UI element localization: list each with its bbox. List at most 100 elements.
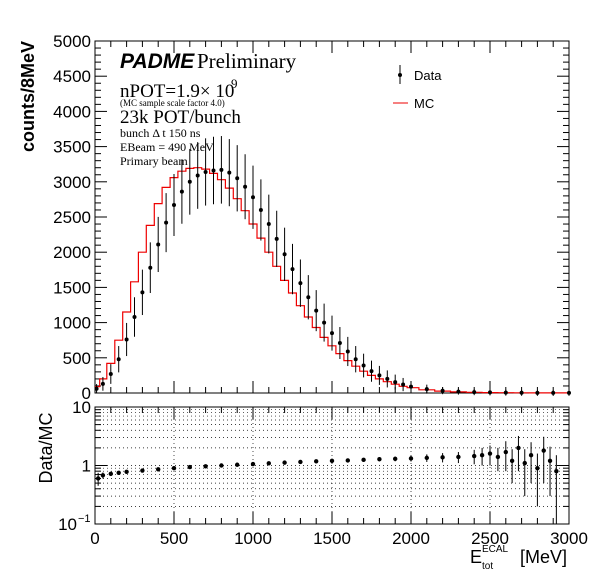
- ratio-point: [516, 445, 521, 451]
- data-point: [132, 314, 137, 319]
- ratio-point: [329, 458, 335, 464]
- legend-data-marker: [398, 73, 402, 77]
- data-point: [306, 295, 311, 300]
- data-point: [164, 220, 169, 225]
- data-point: [322, 320, 327, 325]
- ratio-point: [100, 473, 106, 478]
- ratio-xtick-label: 0: [90, 529, 99, 548]
- data-point: [440, 388, 445, 393]
- data-point: [290, 267, 295, 272]
- data-point: [219, 167, 224, 172]
- ratio-point: [528, 452, 534, 458]
- data-point: [94, 386, 99, 391]
- data-point: [353, 357, 358, 362]
- top-ytick-label: 500: [63, 349, 91, 368]
- padme-logo: PADME: [120, 50, 195, 73]
- ratio-xtick-label: 1500: [313, 529, 351, 548]
- ratio-point: [345, 458, 350, 463]
- data-point: [140, 290, 145, 295]
- data-point: [124, 337, 129, 342]
- data-point: [409, 384, 413, 389]
- xlabel-unit: [MeV]: [520, 547, 567, 567]
- data-point: [337, 341, 342, 346]
- data-point: [195, 173, 200, 178]
- data-point: [282, 252, 287, 257]
- data-point: [187, 179, 192, 184]
- ratio-xtick-label: 2000: [392, 529, 430, 548]
- ebeam-label: EBeam = 490 MeV: [120, 140, 214, 154]
- top-ytick-label: 3500: [53, 138, 91, 157]
- data-point: [243, 184, 248, 189]
- data-point: [266, 222, 271, 227]
- data-point: [100, 381, 105, 386]
- top-ytick-label: 2500: [53, 208, 91, 227]
- npot-exponent: 9: [231, 76, 238, 91]
- data-point: [148, 265, 153, 270]
- ratio-point: [124, 469, 129, 475]
- ratio-point: [219, 463, 224, 468]
- data-point: [401, 382, 406, 387]
- ratio-point: [116, 470, 121, 476]
- data-point: [345, 349, 350, 354]
- data-point: [377, 373, 382, 378]
- data-point: [274, 236, 279, 241]
- data-point: [567, 390, 571, 395]
- annotation-block: PADME Preliminary nPOT=1.9× 10 9 (MC sam…: [120, 49, 297, 168]
- data-point: [227, 170, 232, 175]
- ratio-point: [522, 460, 527, 466]
- top-ytick-label: 1000: [53, 314, 91, 333]
- ratio-ylabel: Data/MC: [36, 412, 56, 483]
- ratio-point: [509, 458, 515, 464]
- top-ytick-label: 4000: [53, 102, 91, 121]
- top-ytick-label: 1500: [53, 278, 91, 297]
- xlabel-sub: tot: [482, 561, 493, 572]
- top-ytick-label: 5000: [53, 32, 91, 51]
- ratio-point: [95, 476, 101, 481]
- ratio-xtick-label: 2500: [471, 529, 509, 548]
- data-point: [314, 308, 319, 313]
- npot-label: nPOT=1.9× 10: [120, 81, 234, 102]
- data-point: [551, 390, 556, 395]
- ratio-point: [266, 461, 271, 466]
- ratio-ytick-label: 10: [72, 398, 91, 417]
- ratio-point: [235, 462, 240, 467]
- data-point: [172, 203, 176, 208]
- ratio-point: [547, 458, 553, 464]
- data-point: [369, 369, 374, 374]
- top-ytick-label: 3000: [53, 173, 91, 192]
- data-point: [535, 390, 540, 395]
- ratio-point: [298, 459, 303, 465]
- data-point: [456, 389, 461, 394]
- pot-bunch-label: 23k POT/bunch: [120, 107, 241, 128]
- data-point: [519, 390, 524, 395]
- ratio-point: [408, 456, 414, 461]
- ratio-point: [554, 468, 559, 474]
- ratio-xlabel: E ECAL tot [MeV]: [470, 544, 567, 572]
- ratio-point: [393, 456, 398, 462]
- data-point: [235, 176, 240, 181]
- data-point: [361, 363, 366, 368]
- ratio-ytick-label: 10: [58, 515, 77, 534]
- mc-scale-label: (MC sample scale factor 4.0): [120, 98, 225, 108]
- beam-label: Primary beam: [120, 154, 188, 168]
- data-point: [393, 380, 398, 385]
- top-plot-ticks: 0 500 1000 1500 2000 2500 3000 3500 4000 4500 5000: [53, 32, 570, 403]
- ratio-point: [377, 457, 382, 462]
- top-plot-series: [94, 136, 571, 396]
- ratio-point: [156, 467, 161, 472]
- ratio-point: [456, 454, 461, 460]
- top-ylabel: counts/8MeV: [18, 41, 38, 152]
- ratio-point: [140, 468, 145, 473]
- bunch-dt-label: bunch Δ t 150 ns: [120, 126, 201, 140]
- ratio-point: [535, 465, 540, 471]
- data-point: [179, 189, 184, 194]
- ratio-point: [440, 455, 445, 460]
- ratio-point: [108, 471, 114, 477]
- ratio-point: [203, 464, 208, 469]
- data-point: [472, 390, 477, 395]
- legend-mc-label: MC: [414, 96, 434, 111]
- ratio-point: [250, 461, 256, 467]
- ratio-point: [503, 449, 508, 455]
- data-point: [385, 376, 390, 381]
